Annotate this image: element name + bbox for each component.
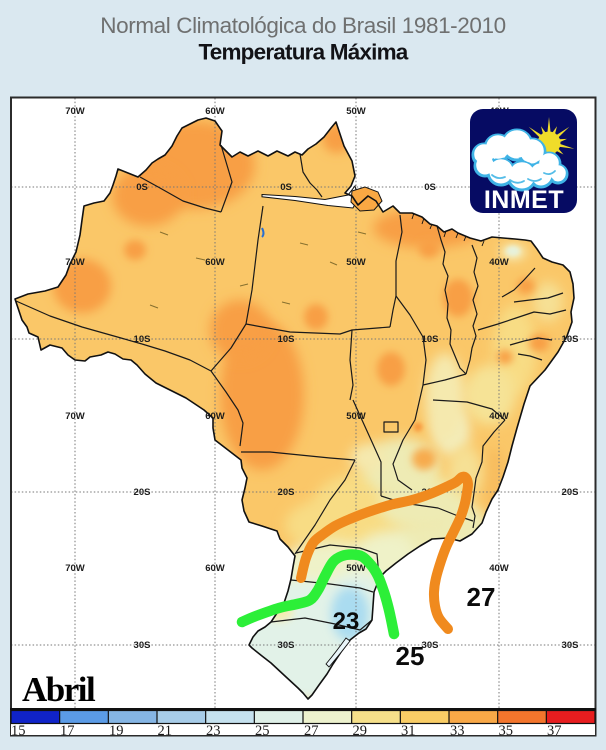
svg-text:15: 15 — [11, 723, 26, 739]
svg-text:19: 19 — [109, 723, 124, 739]
svg-text:70W: 70W — [65, 257, 85, 268]
svg-text:25: 25 — [255, 723, 270, 739]
svg-text:0S: 0S — [136, 182, 148, 193]
svg-text:40W: 40W — [489, 563, 509, 574]
svg-text:60W: 60W — [205, 106, 225, 117]
svg-text:20S: 20S — [134, 487, 151, 498]
svg-text:Temperatura Máxima: Temperatura Máxima — [198, 40, 408, 65]
svg-text:37: 37 — [547, 723, 562, 739]
svg-text:30S: 30S — [562, 640, 579, 651]
svg-text:17: 17 — [60, 723, 75, 739]
svg-text:23: 23 — [206, 723, 221, 739]
svg-text:10S: 10S — [562, 334, 579, 345]
svg-text:30S: 30S — [278, 640, 295, 651]
svg-text:31: 31 — [401, 723, 416, 739]
svg-text:70W: 70W — [65, 563, 85, 574]
svg-text:60W: 60W — [205, 563, 225, 574]
svg-text:30S: 30S — [422, 640, 439, 651]
svg-text:Abril: Abril — [22, 670, 96, 709]
svg-text:0S: 0S — [280, 182, 292, 193]
svg-text:29: 29 — [353, 723, 368, 739]
svg-text:60W: 60W — [205, 257, 225, 268]
svg-text:50W: 50W — [346, 411, 366, 422]
svg-text:27: 27 — [304, 723, 319, 739]
svg-text:70W: 70W — [65, 106, 85, 117]
svg-text:70W: 70W — [65, 411, 85, 422]
svg-text:50W: 50W — [346, 257, 366, 268]
svg-text:35: 35 — [499, 723, 514, 739]
svg-text:40W: 40W — [489, 411, 509, 422]
svg-text:0S: 0S — [424, 182, 436, 193]
svg-text:40W: 40W — [489, 257, 509, 268]
svg-text:33: 33 — [450, 723, 465, 739]
svg-text:25: 25 — [396, 641, 425, 671]
svg-text:60W: 60W — [205, 411, 225, 422]
svg-text:23: 23 — [333, 608, 360, 635]
svg-text:50W: 50W — [346, 106, 366, 117]
svg-text:10S: 10S — [278, 334, 295, 345]
svg-text:10S: 10S — [422, 334, 439, 345]
svg-text:Normal Climatológica do Brasil: Normal Climatológica do Brasil 1981-2010 — [100, 13, 505, 38]
svg-text:10S: 10S — [134, 334, 151, 345]
svg-text:50W: 50W — [346, 563, 366, 574]
svg-text:INMET: INMET — [484, 186, 564, 214]
svg-text:30S: 30S — [134, 640, 151, 651]
svg-text:21: 21 — [158, 723, 173, 739]
svg-text:27: 27 — [467, 582, 496, 612]
svg-text:20S: 20S — [278, 487, 295, 498]
svg-text:20S: 20S — [562, 487, 579, 498]
